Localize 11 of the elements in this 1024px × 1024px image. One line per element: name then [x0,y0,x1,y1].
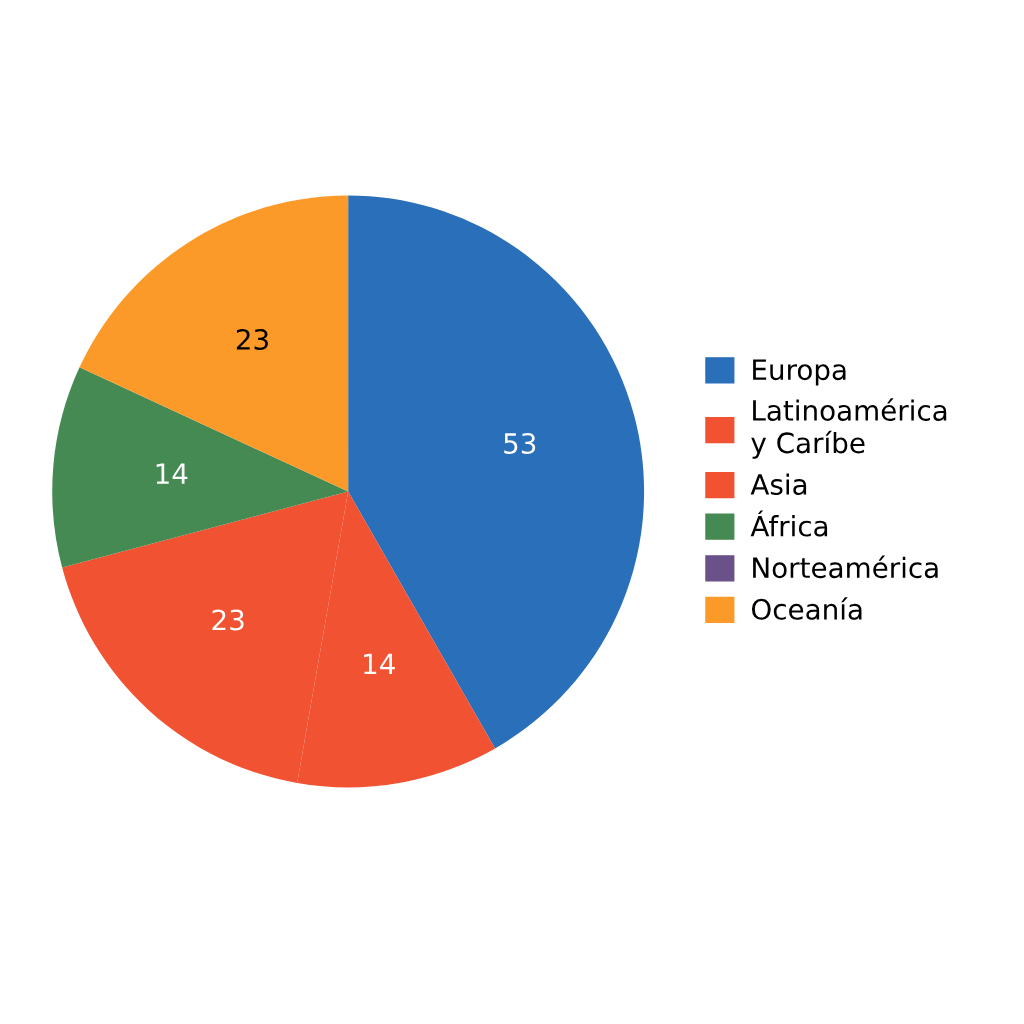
legend-label: Oceanía [751,597,862,620]
legend-label: África [750,510,828,537]
data-label: 14 [156,463,188,484]
legend-label: Europa [753,359,846,386]
legend-label: Norteamérica [753,555,938,579]
data-label: 14 [364,653,395,675]
legend-label: Latinoamérica y Caríbe [751,398,947,459]
data-label: 53 [504,432,536,454]
data-label: 23 [212,609,244,631]
legend-label: Asia [750,473,807,495]
data-label: 23 [236,328,268,350]
